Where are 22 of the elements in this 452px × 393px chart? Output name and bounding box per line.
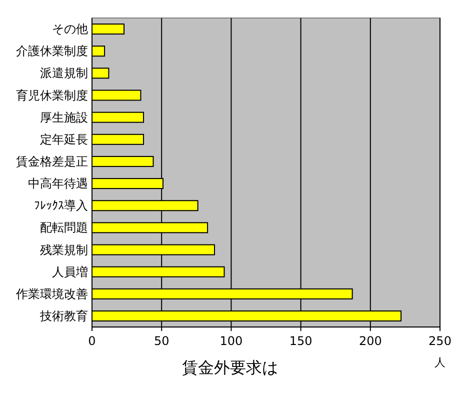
- x-tick-label: 0: [88, 334, 96, 348]
- x-axis-title: 人: [434, 356, 446, 369]
- y-tick-label: 定年延長: [40, 132, 88, 146]
- x-tick-label: 50: [154, 334, 170, 348]
- y-tick-label: 人員増: [52, 264, 88, 279]
- y-tick-label: 派遣規制: [40, 66, 88, 80]
- y-tick-label: ﾌﾚｯｸｽ導入: [34, 198, 88, 213]
- x-tick-label: 250: [428, 334, 452, 348]
- y-tick-label: 賃金格差是正: [16, 154, 88, 168]
- y-tick-label: 厚生施設: [40, 110, 88, 124]
- x-tick-label: 150: [289, 334, 312, 348]
- y-tick-label: 介護休業制度: [16, 44, 88, 58]
- text: 賃金外要求は: [182, 358, 278, 377]
- y-tick-label: 作業環境改善: [15, 286, 88, 301]
- y-tick-label: 配転問題: [40, 220, 88, 235]
- y-tick-label: 残業規制: [40, 242, 88, 257]
- y-tick-label: 技術教育: [39, 308, 88, 323]
- x-tick-label: 200: [358, 334, 382, 348]
- y-tick-label: 育児休業制度: [16, 88, 88, 102]
- y-tick-label: その他: [52, 22, 88, 36]
- x-tick-label: 100: [220, 334, 243, 348]
- y-tick-label: 中高年待遇: [28, 176, 88, 191]
